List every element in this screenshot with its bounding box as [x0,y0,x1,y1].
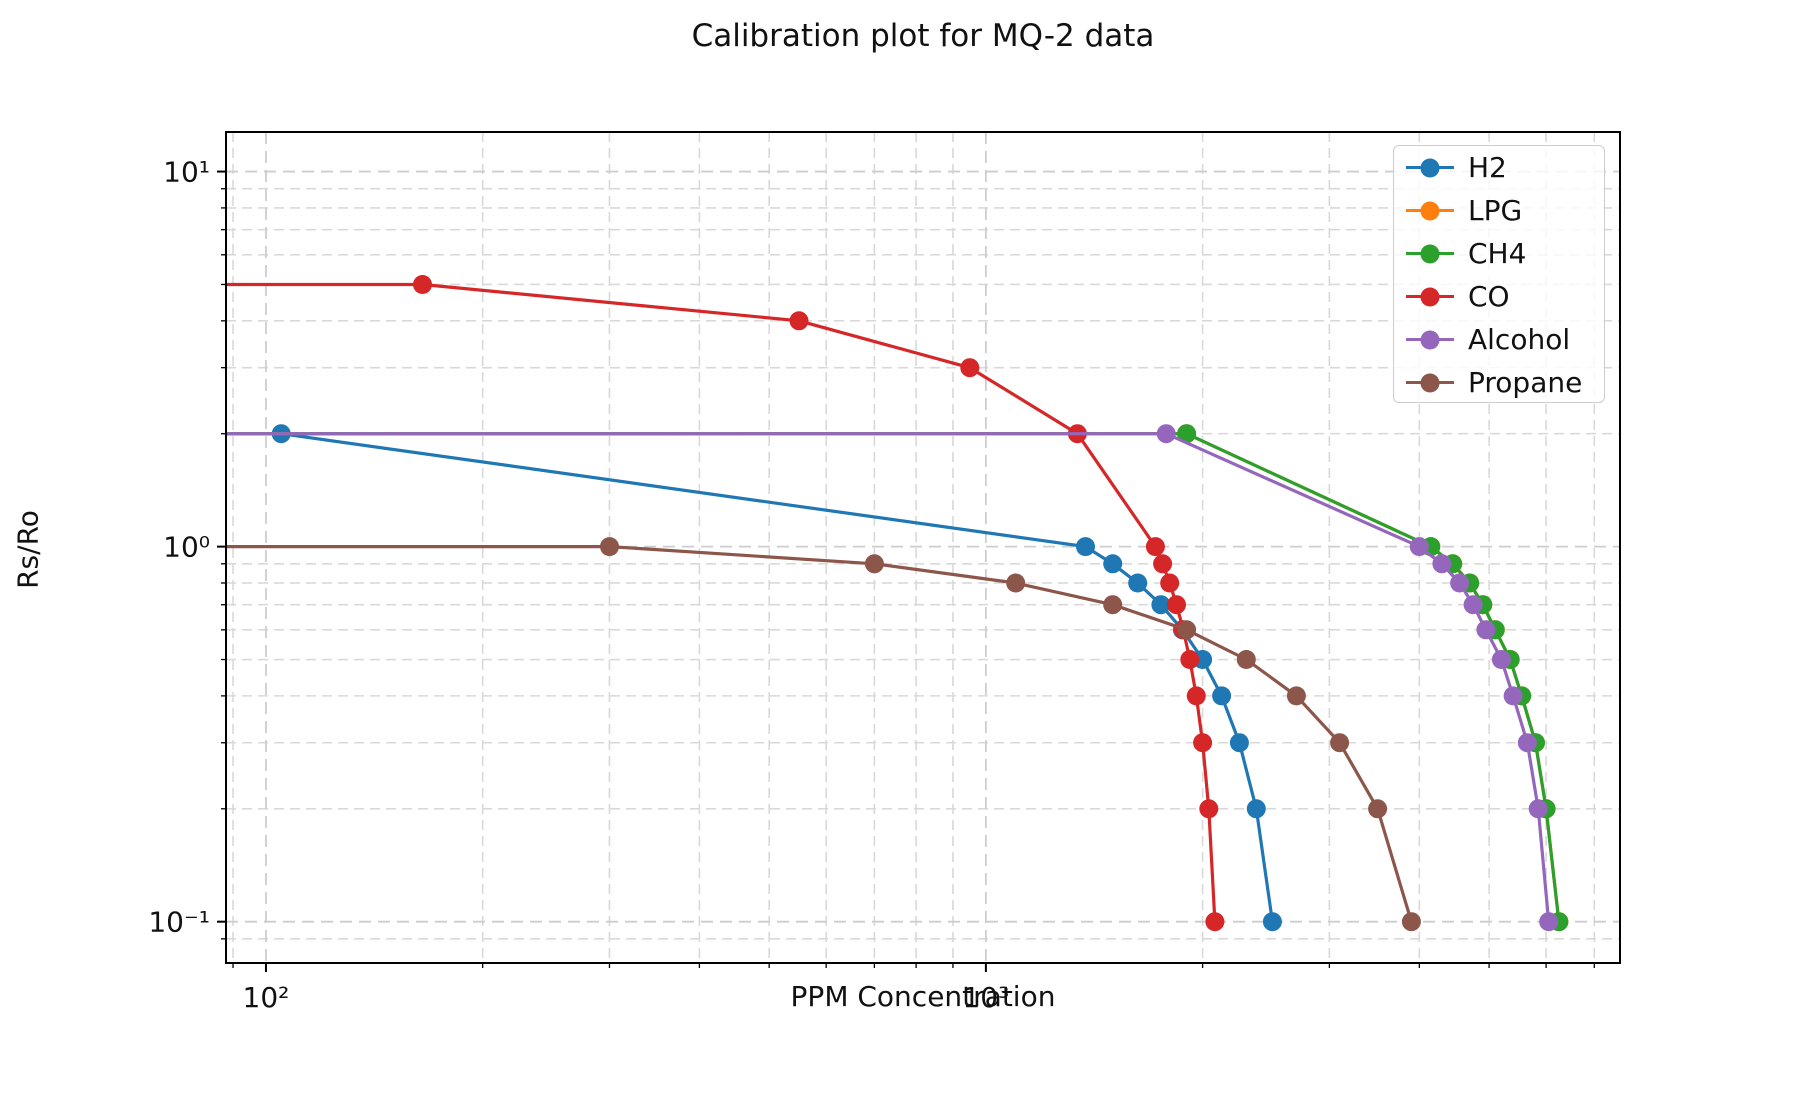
legend-line-sample [1406,158,1454,177]
data-point-Alcohol [1450,573,1470,593]
data-point-H2 [1212,686,1232,706]
chart-title: Calibration plot for MQ-2 data [691,18,1155,54]
data-point-Alcohol [1463,595,1483,615]
legend: H2 LPG CH4 CO Alcohol Propane [1393,145,1605,403]
data-point-CH4 [1177,424,1197,444]
data-point-Alcohol [1517,733,1537,753]
x-tick-label: 10³ [962,981,1009,1014]
data-point-CO [1193,733,1213,753]
data-point-H2 [1128,573,1148,593]
series-CO [225,275,1225,932]
y-axis-label: Rs/Ro [11,510,45,589]
data-point-CO [789,311,809,331]
data-point-Propane [1006,573,1026,593]
data-point-Alcohol [1432,554,1452,574]
data-point-CO [1167,595,1186,615]
data-point-H2 [1076,537,1095,557]
legend-label: LPG [1468,193,1523,227]
legend-line-sample [1406,373,1454,392]
data-point-H2 [1229,733,1249,753]
series-Propane [225,537,1421,932]
data-point-Alcohol [1539,912,1559,932]
tick-marks [217,170,1595,972]
data-point-H2 [1262,912,1282,932]
x-tick-label: 10² [243,981,290,1014]
data-point-Alcohol [1528,799,1548,819]
legend-marker-dot [1420,201,1440,220]
legend-label: CH4 [1468,236,1527,270]
data-point-CO [413,275,432,294]
data-point-H2 [1246,799,1266,819]
legend-item-H2: H2 [1394,146,1604,189]
data-point-Propane [864,554,884,574]
data-point-Alcohol [1409,537,1429,557]
data-point-H2 [1151,595,1171,615]
series-line-Propane [225,545,1413,923]
data-point-Propane [1286,686,1306,706]
legend-marker-dot [1420,287,1440,306]
data-point-CO [960,358,980,378]
legend-item-Propane: Propane [1394,361,1604,404]
series-line-H2 [280,432,1274,922]
y-tick-label: 10¹ [163,156,210,189]
legend-item-CH4: CH4 [1394,232,1604,275]
series-LPG [225,424,1569,932]
data-point-Propane [1330,733,1350,753]
legend-line-sample [1406,201,1454,220]
data-point-Propane [1236,650,1256,669]
series-Alcohol [225,424,1559,932]
data-point-Propane [1401,912,1421,932]
data-point-Propane [1368,799,1388,819]
legend-label: Propane [1468,365,1583,399]
data-point-CO [1205,912,1225,932]
x-axis-label: PPM Concentration [790,980,1056,1013]
y-tick-label: 10⁻¹ [148,906,210,939]
data-point-Propane [600,537,619,557]
data-point-CO [1145,537,1165,557]
data-point-Propane [1103,595,1123,615]
legend-item-Alcohol: Alcohol [1394,318,1604,361]
legend-line-sample [1406,330,1454,349]
data-point-H2 [1103,554,1123,574]
legend-item-LPG: LPG [1394,189,1604,232]
legend-label: Alcohol [1468,322,1571,356]
series-line-LPG [225,432,1561,922]
legend-marker-dot [1420,158,1440,177]
series-line-CO [225,282,1217,922]
data-point-Alcohol [1156,424,1176,444]
data-point-Propane [1177,620,1197,640]
data-point-Alcohol [1476,620,1496,640]
series-line-CH4 [225,432,1561,922]
legend-marker-dot [1420,244,1440,263]
data-point-CO [1153,554,1173,574]
legend-label: CO [1468,279,1510,313]
series-line-Alcohol [225,432,1551,922]
legend-marker-dot [1420,330,1440,349]
data-point-CO [1186,686,1206,706]
data-point-CO [1180,650,1200,669]
legend-label: H2 [1468,150,1507,184]
legend-item-CO: CO [1394,275,1604,318]
legend-marker-dot [1420,373,1440,392]
series-CH4 [225,424,1569,932]
legend-line-sample [1406,244,1454,263]
legend-line-sample [1406,287,1454,306]
data-point-CO [1160,573,1180,593]
data-point-Alcohol [1503,686,1523,706]
data-point-CO [1199,799,1219,819]
grid-minor [226,132,1620,963]
data-point-Alcohol [1491,650,1511,669]
tick-labels: 10² 10³ 10¹ 10⁰ 10⁻¹ [148,156,1009,1014]
series-H2 [271,424,1282,932]
y-tick-label: 10⁰ [163,531,210,564]
